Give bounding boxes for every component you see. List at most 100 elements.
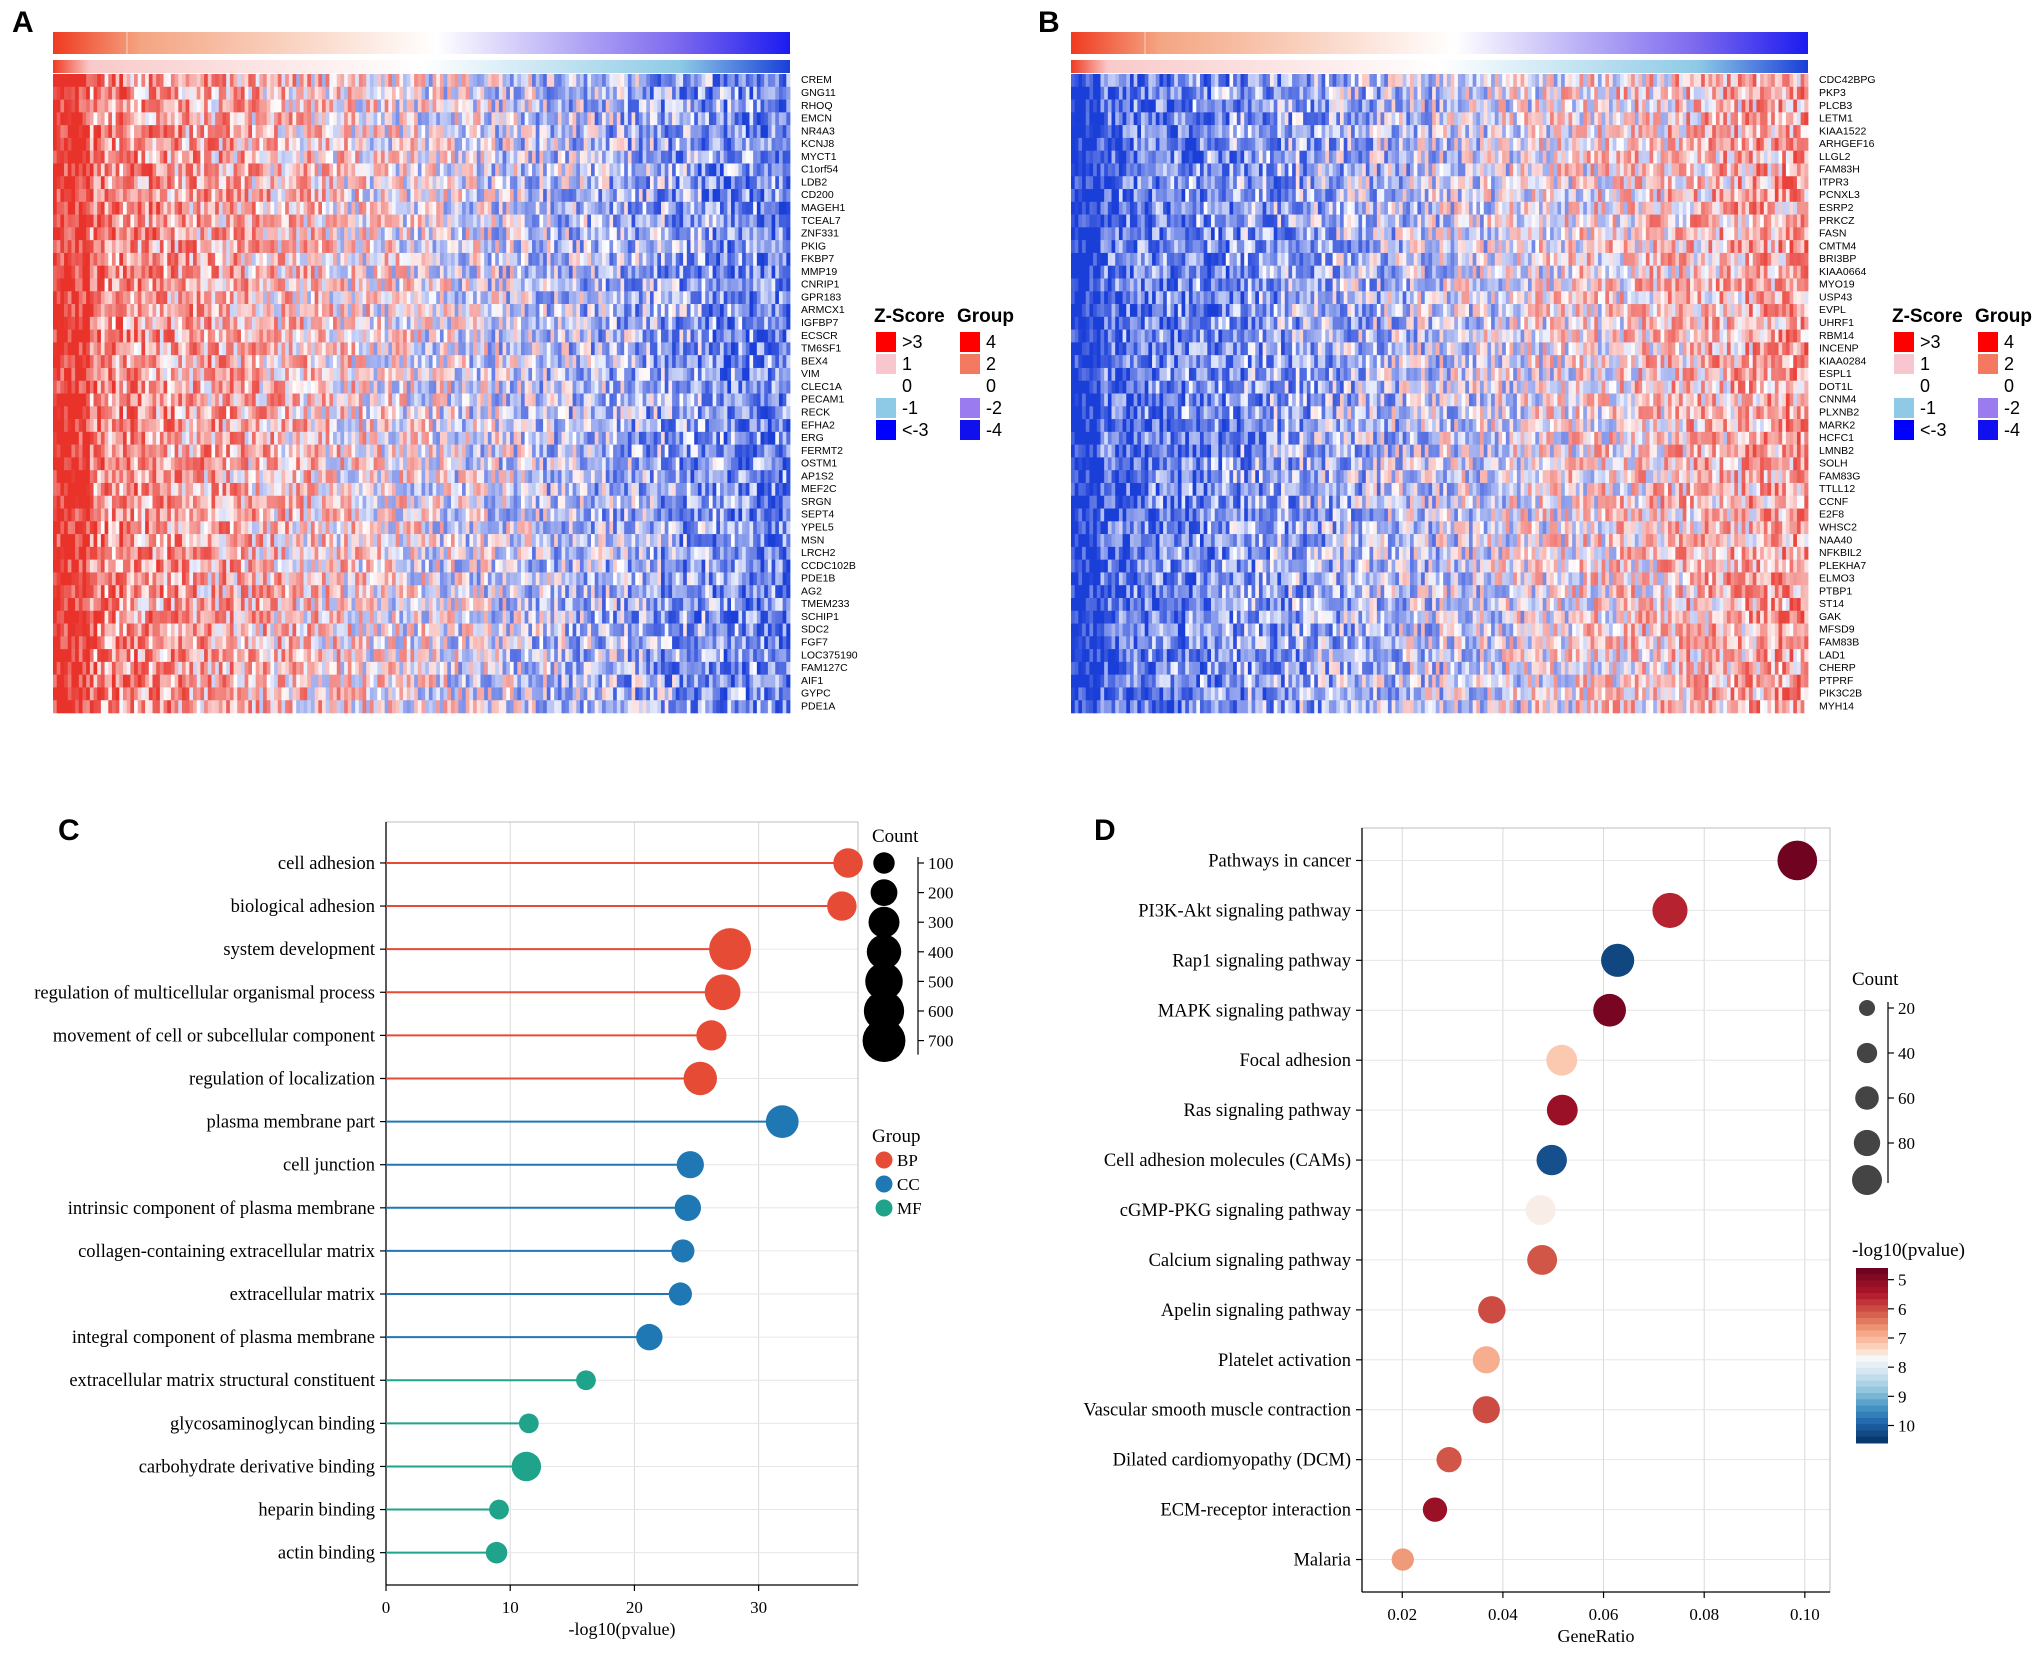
gene-label: E2F8 [1819, 509, 1844, 521]
zscore-legend-swatch [876, 420, 896, 440]
size-legend-label: 80 [1898, 1134, 1915, 1153]
zscore-legend-title: Z-Score [874, 306, 945, 327]
dot-point [1777, 840, 1818, 881]
dot-point [1525, 1195, 1556, 1225]
gene-label: FGF7 [801, 637, 828, 649]
lollipop-chart-c: cell adhesion biological adhesion system d… [34, 821, 954, 1640]
gene-label: LRCH2 [801, 547, 836, 559]
gene-label: TM6SF1 [801, 343, 841, 355]
gene-label: DOT1L [1819, 381, 1853, 393]
size-legend-circle [862, 1019, 906, 1063]
lollipop-point [827, 891, 857, 921]
zscore-legend-swatch [876, 376, 896, 396]
gene-label: TTLL12 [1819, 483, 1855, 495]
gene-label: LOC375190 [801, 649, 858, 661]
dot-point [1391, 1548, 1414, 1571]
group-legend-label: 2 [986, 354, 996, 374]
dot-point [1536, 1144, 1567, 1176]
group-legend-swatch [960, 332, 980, 352]
group-legend-swatch [960, 354, 980, 374]
gene-label: CLEC1A [801, 381, 842, 393]
dot-point [1546, 1044, 1578, 1076]
gene-label: MFSD9 [1819, 624, 1855, 636]
gene-label: FAM83G [1819, 470, 1860, 482]
lollipop-point [683, 1061, 717, 1096]
group-legend-dot [875, 1199, 893, 1217]
y-tick-label: cGMP-PKG signaling pathway [1120, 1201, 1352, 1221]
color-bar-segment [1856, 1424, 1888, 1431]
size-legend-label: 300 [928, 913, 954, 932]
zscore-legend-label: 0 [1920, 376, 1930, 396]
color-bar-label: 10 [1898, 1417, 1915, 1436]
zscore-legend-swatch [1894, 398, 1914, 418]
zscore-legend-swatch [1894, 420, 1914, 440]
gene-label: PECAM1 [801, 394, 844, 406]
y-tick-label: actin binding [278, 1544, 375, 1564]
gene-label: IGFBP7 [801, 317, 839, 329]
y-tick-label: Focal adhesion [1240, 1051, 1352, 1071]
y-tick-label: movement of cell or subcellular componen… [53, 1026, 376, 1046]
zscore-legend-title: Z-Score [1892, 306, 1963, 327]
gene-label: GYPC [801, 688, 831, 700]
group-legend-swatch [960, 420, 980, 440]
zscore-legend-label: 0 [902, 376, 912, 396]
gene-label: UHRF1 [1819, 317, 1854, 329]
gene-label: TMEM233 [801, 598, 850, 610]
y-tick-label: MAPK signaling pathway [1158, 1001, 1352, 1021]
gene-label: BEX4 [801, 355, 828, 367]
y-tick-label: Platelet activation [1218, 1351, 1351, 1371]
color-bar-label: 9 [1898, 1387, 1907, 1406]
lollipop-point [676, 1151, 704, 1179]
gene-label: CDC42BPG [1819, 74, 1876, 86]
y-tick-label: regulation of multicellular organismal p… [34, 983, 375, 1003]
group-legend-title: Group [957, 306, 1014, 327]
gene-label: GPR183 [801, 291, 841, 303]
lollipop-point [704, 974, 741, 1011]
gene-label: RECK [801, 406, 830, 418]
gene-label: PLCB3 [1819, 100, 1852, 112]
gene-label: CNRIP1 [801, 279, 840, 291]
lollipop-point [765, 1105, 799, 1138]
color-bar-segment [1856, 1374, 1888, 1381]
gene-label: ST14 [1819, 598, 1844, 610]
color-bar-segment [1856, 1393, 1888, 1400]
group-legend-swatch [960, 398, 980, 418]
dot-point [1527, 1244, 1558, 1275]
gene-label: LDB2 [801, 176, 827, 188]
group-legend-label: MF [897, 1199, 922, 1218]
zscore-legend-swatch [1894, 332, 1914, 352]
group-legend-label: 0 [986, 376, 996, 396]
gene-label: KCNJ8 [801, 138, 834, 150]
color-bar-segment [1856, 1343, 1888, 1350]
group-legend-label: -2 [2004, 398, 2020, 418]
gene-label: LMNB2 [1819, 445, 1854, 457]
zscore-legend-swatch [876, 332, 896, 352]
y-tick-label: Malaria [1293, 1551, 1351, 1571]
gene-label: AG2 [801, 585, 822, 597]
dot-point [1472, 1396, 1500, 1424]
size-legend-label: 400 [928, 943, 954, 962]
gene-label: CCNF [1819, 496, 1848, 508]
group-legend-swatch [1978, 398, 1998, 418]
y-tick-label: glycosaminoglycan binding [170, 1414, 375, 1434]
gene-label: SDC2 [801, 624, 829, 636]
gene-label: USP43 [1819, 291, 1852, 303]
y-tick-label: PI3K-Akt signaling pathway [1138, 901, 1351, 921]
size-legend-circle [870, 879, 898, 907]
gene-label: CREM [801, 74, 832, 86]
size-legend-label: 40 [1898, 1044, 1915, 1063]
zscore-legend-label: >3 [902, 332, 923, 352]
group-legend-label: 4 [2004, 332, 2014, 352]
gene-label: YPEL5 [801, 522, 834, 534]
gene-label: ESPL1 [1819, 368, 1852, 380]
x-tick-label: 0.08 [1689, 1605, 1719, 1624]
gene-label: EVPL [1819, 304, 1846, 316]
gene-label: KIAA0284 [1819, 355, 1866, 367]
size-legend-label: 500 [928, 972, 954, 991]
y-tick-label: ECM-receptor interaction [1160, 1501, 1351, 1521]
gene-label: INCENP [1819, 343, 1859, 355]
dot-point [1546, 1094, 1578, 1126]
size-legend-circle [1855, 1086, 1879, 1110]
group-legend-title: Group [1975, 306, 2032, 327]
group-legend-label: BP [897, 1151, 918, 1170]
